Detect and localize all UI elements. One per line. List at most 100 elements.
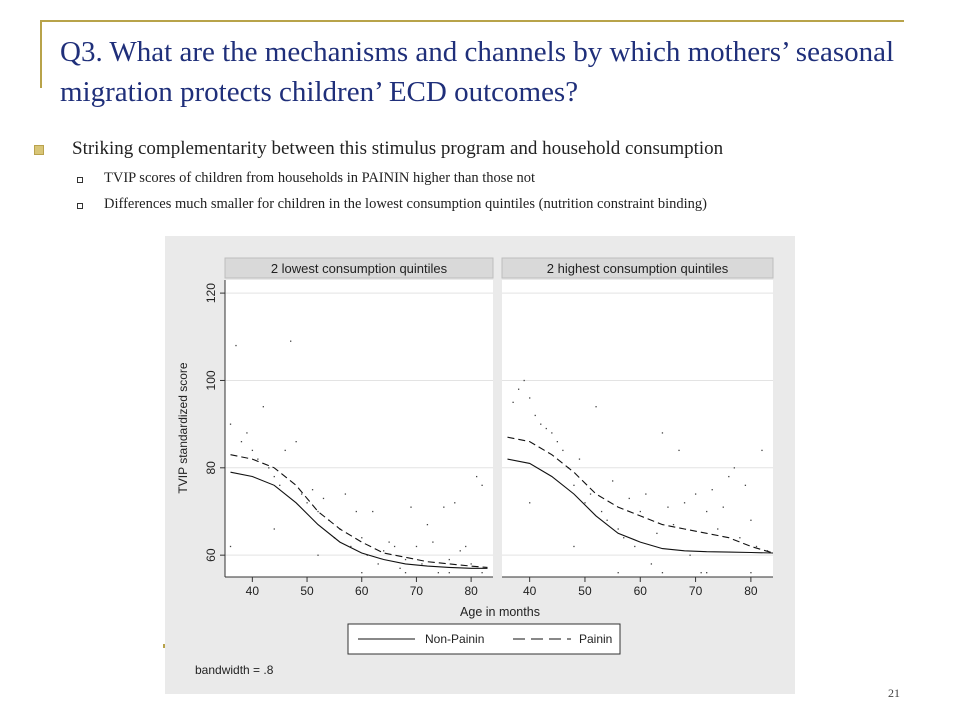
- scatter-point: [284, 449, 286, 452]
- scatter-point: [551, 432, 553, 434]
- scatter-point: [606, 519, 608, 521]
- x-tick-label: 70: [410, 584, 424, 598]
- scatter-point: [529, 397, 531, 399]
- scatter-point: [322, 497, 325, 500]
- scatter-point: [399, 567, 401, 569]
- scatter-point: [529, 502, 531, 504]
- x-tick-label: 60: [634, 584, 648, 598]
- series-line-painin: [507, 436, 774, 554]
- scatter-point: [645, 493, 647, 495]
- scatter-point: [584, 502, 586, 504]
- x-tick-label: 70: [689, 584, 703, 598]
- scatter-point: [744, 484, 747, 486]
- scatter-point: [372, 510, 374, 513]
- scatter-point: [317, 554, 319, 556]
- scatter-point: [273, 475, 275, 478]
- scatter-point: [432, 541, 434, 543]
- scatter-point: [393, 545, 396, 548]
- scatter-point: [383, 550, 385, 552]
- scatter-point: [639, 510, 641, 513]
- series-line-non-painin: [507, 458, 774, 554]
- scatter-point: [306, 502, 308, 504]
- scatter-point: [661, 432, 664, 434]
- scatter-point: [481, 484, 483, 486]
- y-tick-label: 120: [204, 283, 218, 303]
- sub-bullet-1: TVIP scores of children from households …: [104, 170, 536, 186]
- scatter-point: [589, 493, 592, 495]
- bandwidth-note: bandwidth = .8: [195, 663, 274, 677]
- panel-strip: [501, 257, 774, 279]
- chart-svg: 2 lowest consumption quintiles 40 50 60 70 80…: [165, 236, 795, 694]
- scatter-point: [628, 497, 630, 500]
- scatter-point: [706, 510, 708, 513]
- scatter-point: [415, 545, 418, 548]
- scatter-point: [512, 401, 514, 403]
- plot-area: [225, 280, 493, 577]
- scatter-point: [448, 558, 450, 561]
- scatter-point: [279, 484, 281, 486]
- panel-label: 2 lowest consumption quintiles: [271, 261, 448, 276]
- scatter-point: [229, 545, 232, 548]
- scatter-point: [268, 467, 270, 469]
- scatter-point: [437, 572, 440, 574]
- page-number: 21: [888, 686, 900, 700]
- scatter-point: [612, 480, 614, 482]
- sub-bullet-2: Differences much smaller for children in…: [104, 196, 707, 212]
- scatter-point: [678, 449, 680, 452]
- scatter-point: [717, 528, 719, 530]
- scatter-point: [573, 545, 575, 548]
- series-line-non-painin: [230, 471, 488, 569]
- scatter-point: [317, 510, 319, 513]
- scatter-point: [650, 563, 653, 565]
- x-tick-label: 50: [578, 584, 592, 598]
- scatter-point: [388, 541, 390, 543]
- x-tick-label: 40: [523, 584, 537, 598]
- scatter-point: [300, 493, 303, 495]
- scatter-point: [573, 484, 575, 486]
- y-axis-title: TVIP standardized score: [176, 362, 190, 494]
- x-tick-label: 80: [464, 584, 478, 598]
- scatter-point: [229, 423, 232, 425]
- scatter-point: [421, 563, 423, 565]
- scatter-point: [750, 519, 752, 521]
- title-accent-line: [40, 20, 904, 22]
- sub-bullet-box-icon: [77, 177, 83, 183]
- scatter-point: [517, 388, 520, 390]
- plot-area: [502, 280, 773, 577]
- scatter-point: [711, 489, 713, 491]
- y-tick-label: 80: [204, 461, 218, 475]
- scatter-point: [426, 523, 429, 526]
- scatter-point: [240, 441, 243, 443]
- scatter-point: [355, 510, 357, 513]
- scatter-point: [459, 550, 461, 552]
- x-tick-label: 80: [744, 584, 758, 598]
- scatter-point: [481, 572, 483, 574]
- scatter-point: [689, 554, 691, 556]
- scatter-point: [733, 467, 735, 469]
- scatter-point: [534, 414, 536, 417]
- scatter-point: [361, 572, 363, 574]
- y-tick-label: 100: [204, 370, 218, 390]
- scatter-point: [295, 441, 297, 443]
- scatter-point: [273, 528, 275, 530]
- scatter-point: [617, 528, 619, 530]
- scatter-point: [700, 572, 702, 574]
- tvip-chart: 2 lowest consumption quintiles 40 50 60 70 80…: [165, 236, 795, 694]
- scatter-point: [667, 506, 669, 508]
- title-accent-bar: [40, 20, 42, 88]
- scatter-point: [728, 475, 730, 478]
- scatter-point: [344, 493, 347, 495]
- x-axis-title: Age in months: [460, 605, 540, 619]
- scatter-point: [706, 572, 708, 574]
- scatter-point: [377, 563, 379, 565]
- decor-mark: [163, 644, 165, 648]
- scatter-point: [545, 427, 547, 430]
- panel-label: 2 highest consumption quintiles: [547, 261, 729, 276]
- scatter-point: [656, 532, 658, 535]
- scatter-point: [755, 545, 758, 548]
- scatter-point: [750, 572, 752, 574]
- scatter-point: [235, 344, 237, 347]
- scatter-point: [540, 423, 542, 425]
- scatter-point: [361, 537, 363, 539]
- scatter-point: [600, 510, 603, 513]
